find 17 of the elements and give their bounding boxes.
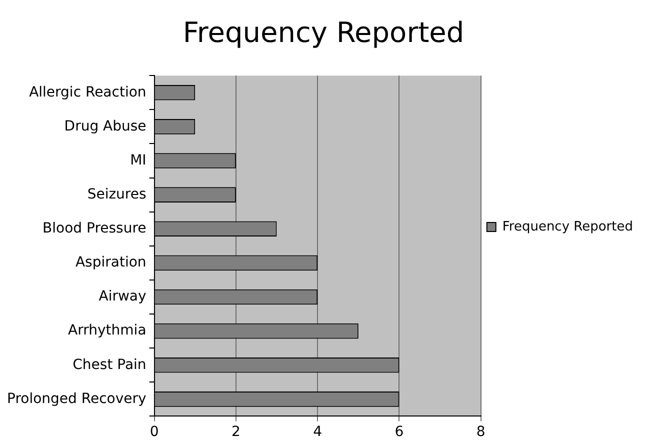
- x-tick-label: 6: [394, 424, 404, 440]
- y-tick-label: Arrhythmia: [68, 322, 146, 339]
- x-tick-label: 8: [476, 424, 486, 440]
- legend-label: Frequency Reported: [502, 219, 634, 234]
- y-tick-label: Airway: [98, 288, 146, 305]
- y-tick-label: Aspiration: [75, 254, 146, 271]
- y-tick-label: Drug Abuse: [64, 118, 146, 134]
- y-tick-label: Allergic Reaction: [29, 84, 146, 100]
- x-tick-label: 2: [231, 424, 240, 440]
- y-tick-label: Blood Pressure: [42, 220, 146, 237]
- y-tick-label: Prolonged Recovery: [6, 390, 146, 407]
- x-tick-label: 4: [313, 424, 322, 440]
- y-tick-label: MI: [130, 152, 146, 168]
- y-tick-label: Chest Pain: [72, 356, 146, 373]
- y-tick-label: Seizures: [87, 186, 146, 202]
- chart-title: Frequency Reported: [182, 16, 464, 50]
- x-tick-label: 0: [150, 424, 159, 440]
